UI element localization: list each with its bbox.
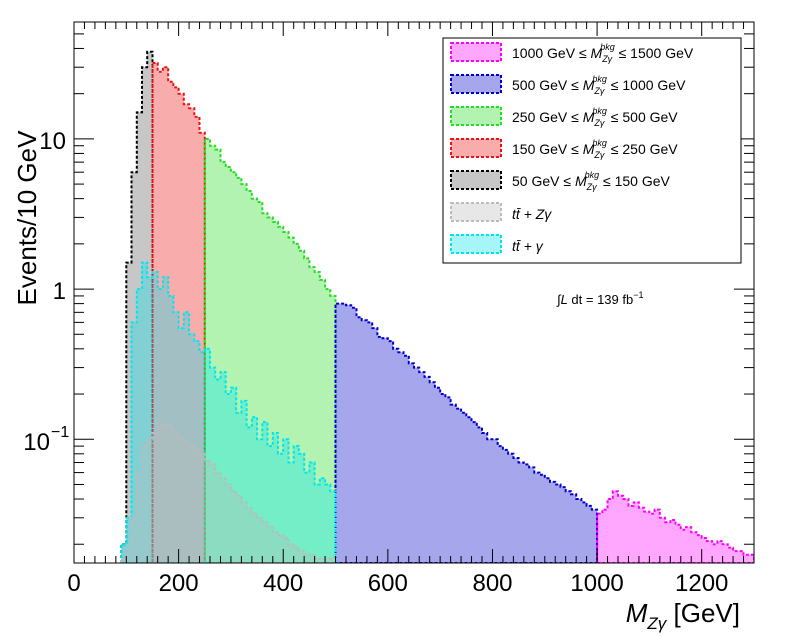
legend-swatch	[450, 170, 502, 190]
x-tick-label: 200	[159, 570, 199, 597]
legend-label: 250 GeV ≤ MZγbkg ≤ 500 GeV	[512, 106, 678, 128]
x-axis-label-symbol: M	[626, 598, 648, 628]
y-tick-label-1: 1	[53, 278, 66, 305]
x-tick-label: 800	[472, 570, 512, 597]
x-tick-label: 1200	[675, 570, 728, 597]
legend-swatch	[450, 138, 502, 158]
legend-swatch	[450, 106, 502, 126]
x-tick-label: 1000	[570, 570, 623, 597]
y-tick-label-0-1: 10	[23, 429, 50, 456]
legend-swatch	[450, 234, 502, 254]
histogram-1000-gev-m-1500-gev	[596, 490, 754, 563]
x-tick-label: 400	[263, 570, 303, 597]
plot-frame	[73, 21, 755, 564]
legend-entry-1000-1500: 1000 GeV ≤ MZγbkg ≤ 1500 GeV	[512, 42, 694, 64]
histogram-500-gev-m-1000-gev	[334, 302, 599, 563]
legend-swatch	[450, 202, 502, 222]
legend-label: 50 GeV ≤ MZγbkg ≤ 150 GeV	[512, 170, 671, 192]
legend-label-ttg: tt̄ + γ	[512, 238, 544, 254]
legend-label: 150 GeV ≤ MZγbkg ≤ 250 GeV	[512, 138, 678, 160]
x-tick-label: 0	[67, 570, 80, 597]
histogram-250-gev-m-500-gev	[203, 137, 337, 563]
legend-label: 500 GeV ≤ MZγbkg ≤ 1000 GeV	[512, 74, 686, 96]
histogram-tt-	[120, 261, 337, 563]
legend-label: 1000 GeV ≤ MZγbkg ≤ 1500 GeV	[512, 42, 694, 64]
legend-entry-150-250: 150 GeV ≤ MZγbkg ≤ 250 GeV	[512, 138, 678, 160]
legend-swatch	[450, 74, 502, 94]
legend-entry-50-150: 50 GeV ≤ MZγbkg ≤ 150 GeV	[512, 170, 671, 192]
x-axis-label-unit: [GeV]	[666, 598, 740, 628]
luminosity-annotation: ∫L dt = 139 fb−1	[556, 290, 643, 307]
legend-entry-500-1000: 500 GeV ≤ MZγbkg ≤ 1000 GeV	[512, 74, 686, 96]
y-axis-label: Events/10 GeV	[12, 130, 42, 306]
x-axis-label: MZγ [GeV]	[626, 598, 740, 633]
x-tick-label: 600	[368, 570, 408, 597]
legend-entry-250-500: 250 GeV ≤ MZγbkg ≤ 500 GeV	[512, 106, 678, 128]
y-tick-label-0-1-base: 10	[23, 429, 50, 456]
x-tick-labels: 0 200 400 600 800 1000 1200	[67, 570, 728, 597]
histogram-tt-z-	[120, 423, 337, 563]
legend-label-ttz: tt̄ + Zγ	[512, 206, 552, 222]
y-tick-label-0-1-exp: −1	[51, 424, 69, 441]
y-tick-label-10: 10	[39, 128, 66, 155]
x-axis-label-subscript: Zγ	[646, 614, 667, 633]
legend-swatch	[450, 42, 502, 62]
legend: 1000 GeV ≤ MZγbkg ≤ 1500 GeV 500 GeV ≤ M…	[442, 37, 742, 264]
